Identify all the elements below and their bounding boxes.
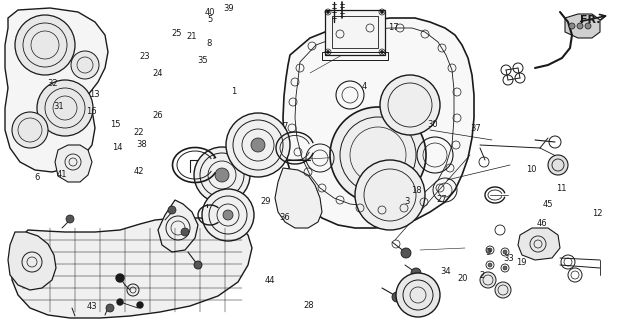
Circle shape: [326, 51, 329, 53]
Text: 2: 2: [480, 271, 485, 280]
Text: 43: 43: [87, 302, 97, 311]
Text: 32: 32: [47, 79, 57, 88]
Circle shape: [495, 282, 511, 298]
Circle shape: [380, 75, 440, 135]
Circle shape: [401, 248, 411, 258]
Text: 12: 12: [593, 209, 603, 218]
Polygon shape: [565, 14, 600, 38]
Text: 13: 13: [89, 90, 99, 99]
Circle shape: [503, 266, 507, 270]
Circle shape: [181, 228, 189, 236]
Circle shape: [555, 162, 561, 168]
Text: 28: 28: [303, 301, 314, 310]
Text: 22: 22: [134, 128, 144, 137]
Text: 44: 44: [265, 276, 275, 285]
Circle shape: [226, 113, 290, 177]
Text: 21: 21: [187, 32, 197, 41]
Text: 1: 1: [232, 87, 237, 96]
Text: 17: 17: [388, 23, 398, 32]
Circle shape: [223, 210, 233, 220]
Circle shape: [585, 23, 591, 29]
Polygon shape: [158, 200, 198, 252]
Circle shape: [503, 250, 507, 254]
Text: 29: 29: [261, 197, 271, 206]
Text: 25: 25: [172, 29, 182, 38]
Text: 14: 14: [113, 143, 123, 152]
Text: 42: 42: [134, 167, 144, 176]
Circle shape: [488, 263, 492, 267]
Text: 38: 38: [136, 140, 146, 148]
Circle shape: [106, 304, 114, 312]
Text: 9: 9: [486, 248, 491, 257]
Circle shape: [71, 51, 99, 79]
Circle shape: [37, 80, 93, 136]
Text: 10: 10: [526, 165, 536, 174]
Polygon shape: [55, 145, 92, 182]
Text: 27: 27: [437, 196, 447, 204]
Polygon shape: [283, 18, 474, 228]
Circle shape: [380, 11, 384, 13]
Circle shape: [569, 23, 575, 29]
Text: 5: 5: [207, 15, 212, 24]
Text: 31: 31: [53, 102, 64, 111]
Text: 36: 36: [280, 213, 290, 222]
Polygon shape: [8, 232, 56, 290]
Text: FR.: FR.: [580, 15, 600, 25]
Circle shape: [548, 155, 568, 175]
Text: 46: 46: [537, 219, 547, 228]
Text: 40: 40: [205, 8, 215, 17]
Circle shape: [488, 248, 492, 252]
Circle shape: [117, 299, 123, 305]
Text: 34: 34: [440, 267, 450, 276]
Circle shape: [15, 15, 75, 75]
Circle shape: [411, 268, 421, 278]
Circle shape: [396, 273, 440, 317]
Text: 35: 35: [197, 56, 207, 65]
Text: 6: 6: [34, 173, 39, 182]
Circle shape: [355, 160, 425, 230]
Text: 11: 11: [556, 184, 566, 193]
Circle shape: [251, 138, 265, 152]
Circle shape: [392, 292, 402, 302]
Text: 4: 4: [362, 82, 367, 91]
Text: 41: 41: [57, 170, 67, 179]
Circle shape: [480, 272, 496, 288]
Circle shape: [194, 147, 250, 203]
Text: 15: 15: [111, 120, 121, 129]
Text: 19: 19: [516, 258, 527, 267]
Text: 45: 45: [543, 200, 553, 209]
Circle shape: [66, 215, 74, 223]
Text: 30: 30: [427, 120, 438, 129]
Circle shape: [12, 112, 48, 148]
Polygon shape: [12, 218, 252, 318]
Circle shape: [330, 107, 426, 203]
Text: 24: 24: [153, 69, 163, 78]
Text: 3: 3: [404, 197, 410, 206]
Text: 20: 20: [458, 274, 468, 283]
Circle shape: [577, 23, 583, 29]
Circle shape: [168, 206, 176, 214]
Polygon shape: [275, 168, 322, 228]
Text: 18: 18: [411, 186, 422, 195]
Polygon shape: [325, 10, 385, 55]
Circle shape: [202, 189, 254, 241]
Text: 39: 39: [224, 4, 234, 12]
Polygon shape: [518, 228, 560, 260]
Text: 33: 33: [504, 254, 514, 263]
Circle shape: [137, 302, 143, 308]
Text: 26: 26: [153, 111, 163, 120]
Text: 23: 23: [140, 52, 150, 61]
Circle shape: [116, 274, 124, 282]
Text: 8: 8: [206, 39, 211, 48]
Text: 7: 7: [282, 122, 287, 131]
Polygon shape: [5, 8, 108, 172]
Text: 16: 16: [86, 107, 96, 116]
Circle shape: [326, 11, 329, 13]
Circle shape: [194, 261, 202, 269]
Circle shape: [215, 168, 229, 182]
Text: 37: 37: [471, 124, 481, 133]
Circle shape: [380, 51, 384, 53]
